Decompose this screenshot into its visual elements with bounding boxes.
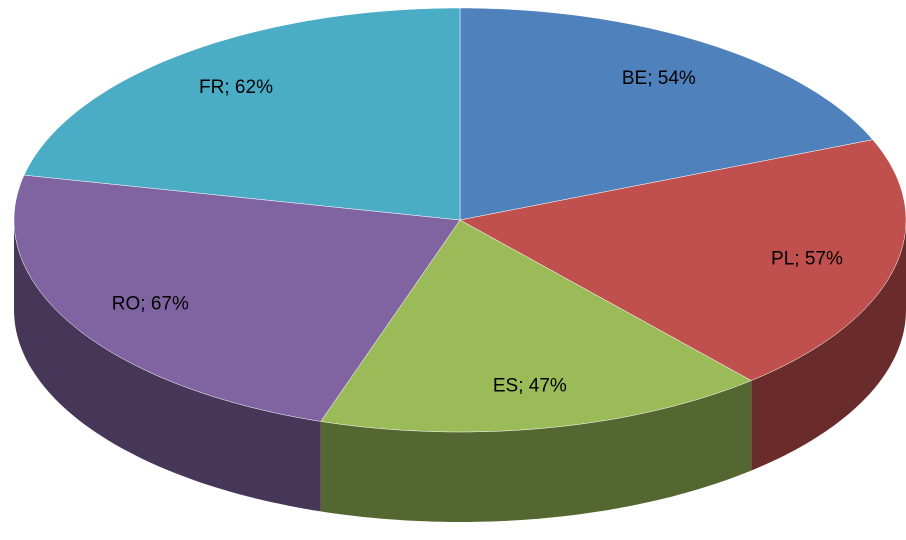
data-label: FR; 62% bbox=[199, 77, 273, 98]
slice bbox=[23, 7, 461, 221]
data-label: BE; 54% bbox=[622, 68, 696, 89]
data-label: RO; 67% bbox=[112, 293, 189, 314]
slice bbox=[459, 139, 906, 381]
slice-side bbox=[320, 380, 752, 522]
slice bbox=[13, 174, 461, 422]
slice bbox=[459, 7, 874, 221]
data-label: ES; 47% bbox=[493, 375, 567, 396]
data-label: PL; 57% bbox=[771, 249, 843, 270]
slice bbox=[320, 219, 752, 433]
slice-side bbox=[751, 220, 906, 471]
slice-side bbox=[14, 220, 321, 512]
